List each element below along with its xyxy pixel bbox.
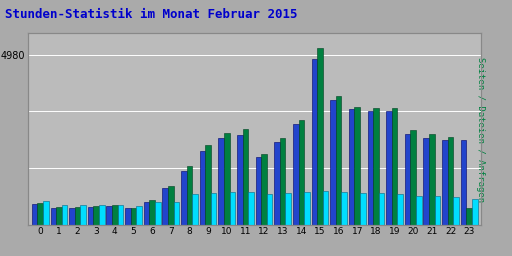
Bar — [136, 206, 142, 225]
Bar — [416, 196, 421, 225]
Bar — [168, 186, 174, 225]
Bar — [274, 142, 280, 225]
Bar — [386, 111, 392, 225]
Bar — [106, 206, 112, 225]
Bar — [349, 109, 354, 225]
Bar — [174, 202, 179, 225]
Bar — [51, 208, 56, 225]
Bar — [312, 59, 317, 225]
Bar — [280, 137, 286, 225]
Bar — [181, 171, 187, 225]
Bar — [298, 120, 304, 225]
Bar — [32, 204, 37, 225]
Bar — [229, 192, 235, 225]
Bar — [261, 154, 267, 225]
Bar — [37, 203, 43, 225]
Bar — [304, 192, 310, 225]
Bar — [286, 193, 291, 225]
Bar — [461, 140, 466, 225]
Bar — [373, 108, 379, 225]
Bar — [187, 166, 192, 225]
Bar — [429, 134, 435, 225]
Bar — [267, 194, 272, 225]
Bar — [211, 193, 217, 225]
Bar — [255, 157, 261, 225]
Bar — [472, 199, 478, 225]
Bar — [80, 205, 86, 225]
Bar — [435, 196, 440, 225]
Bar — [125, 208, 131, 225]
Bar — [397, 194, 403, 225]
Bar — [453, 197, 459, 225]
Bar — [62, 205, 67, 225]
Bar — [155, 202, 161, 225]
Bar — [447, 137, 453, 225]
Bar — [360, 193, 366, 225]
Bar — [43, 201, 49, 225]
Bar — [200, 151, 205, 225]
Bar — [405, 134, 411, 225]
Bar — [248, 192, 254, 225]
Bar — [93, 206, 99, 225]
Bar — [88, 207, 93, 225]
Bar — [112, 205, 118, 225]
Bar — [237, 135, 243, 225]
Bar — [423, 138, 429, 225]
Bar — [56, 207, 62, 225]
Bar — [192, 194, 198, 225]
Bar — [368, 111, 373, 225]
Bar — [99, 205, 104, 225]
Bar — [442, 140, 447, 225]
Bar — [243, 129, 248, 225]
Bar — [392, 108, 397, 225]
Bar — [293, 124, 298, 225]
Bar — [354, 107, 360, 225]
Bar — [317, 48, 323, 225]
Bar — [75, 207, 80, 225]
Bar — [323, 191, 328, 225]
Bar — [118, 205, 123, 225]
Bar — [131, 208, 136, 225]
Text: Stunden-Statistik im Monat Februar 2015: Stunden-Statistik im Monat Februar 2015 — [5, 8, 297, 21]
Y-axis label: Seiten / Dateien / Anfragen: Seiten / Dateien / Anfragen — [477, 57, 485, 202]
Bar — [69, 208, 75, 225]
Bar — [411, 130, 416, 225]
Bar — [330, 100, 336, 225]
Bar — [466, 208, 472, 225]
Bar — [162, 188, 168, 225]
Bar — [150, 200, 155, 225]
Bar — [224, 133, 229, 225]
Bar — [342, 192, 347, 225]
Bar — [379, 193, 385, 225]
Bar — [144, 202, 150, 225]
Bar — [336, 96, 342, 225]
Bar — [205, 145, 211, 225]
Bar — [218, 138, 224, 225]
